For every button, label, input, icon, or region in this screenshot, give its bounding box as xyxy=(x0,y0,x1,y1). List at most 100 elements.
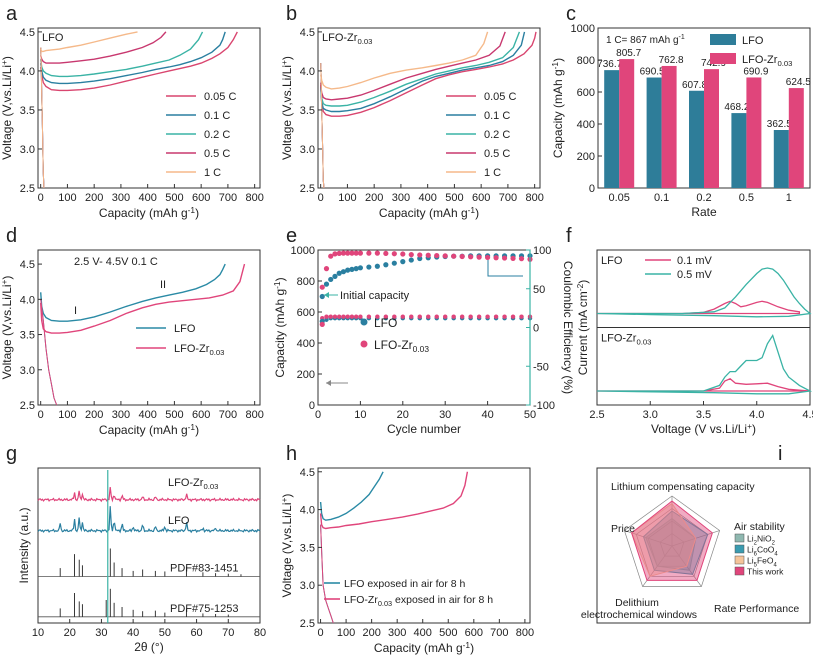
label-part: LFO-Zr xyxy=(344,594,378,606)
x-tick-label: 20 xyxy=(64,627,76,639)
legend-label: 0.5 mV xyxy=(677,269,713,281)
x-tick-label: 10 xyxy=(354,409,366,421)
plot-frame xyxy=(317,249,531,406)
series-line-0.5-C xyxy=(40,31,167,64)
ce-point xyxy=(324,314,329,319)
panel-label-d: d xyxy=(6,225,17,247)
xrd-trace xyxy=(37,487,261,503)
panel-annotation: 2.5 V- 4.5V 0.1 C xyxy=(74,256,158,268)
capacity-point xyxy=(417,252,423,258)
label-part: Capacity (mAh g xyxy=(374,641,463,655)
bar-LFO-Zr-0.2 xyxy=(704,69,719,188)
x-tick-label: 300 xyxy=(392,192,410,204)
legend-swatch xyxy=(734,566,745,576)
capacity-point xyxy=(353,250,359,256)
ce-point xyxy=(417,314,422,319)
series-line-0.5-C xyxy=(320,31,506,101)
x-tick-label: 50 xyxy=(524,409,536,421)
series-line-LFO-Zr xyxy=(40,263,246,334)
label-part: LFO-Zr xyxy=(601,333,637,345)
ce-point xyxy=(349,314,355,319)
bar-LFO-Zr-1 xyxy=(788,88,804,188)
radar-axis-label: Delithium xyxy=(615,597,659,609)
chart-panel-i: Lithium compensating capacity Air stabili… xyxy=(581,467,811,624)
x-tick-label: 300 xyxy=(112,192,130,204)
label-part: + xyxy=(0,60,9,65)
legend-swatch xyxy=(734,555,745,565)
ce-point xyxy=(341,314,346,319)
capacity-point xyxy=(345,250,351,256)
y-tick-label: 0 xyxy=(589,183,595,195)
panel-annotation: LFO xyxy=(42,32,64,44)
bar-value-label: 624.5 xyxy=(786,77,811,88)
bar-value-label: 762.8 xyxy=(659,55,684,66)
label-part: LFO xyxy=(742,35,764,47)
trace-label: LFO xyxy=(168,515,190,527)
label-part: ) xyxy=(195,423,199,437)
capacity-point xyxy=(501,255,508,261)
ce-point xyxy=(400,314,405,319)
ce-point xyxy=(353,314,359,319)
label-part: Capacity (mAh g xyxy=(273,289,287,378)
x-tick-label: 600 xyxy=(192,409,210,421)
capacity-point xyxy=(468,254,474,260)
radar-axis-label: Lithium compensating capacity xyxy=(611,481,755,493)
capacity-point xyxy=(349,266,355,272)
x-tick-label: 600 xyxy=(192,192,210,204)
label-part: 2 xyxy=(772,541,775,547)
x-tick-label: 0 xyxy=(318,192,324,204)
x-tick-label: 0 xyxy=(315,409,321,421)
legend-swatch xyxy=(734,533,745,543)
capacity-point xyxy=(340,250,347,256)
x-tick-label: 800 xyxy=(245,192,263,204)
x-tick-label: 30 xyxy=(439,409,451,421)
panel-annotation: LFO-Zr0.03 xyxy=(322,32,372,46)
label-part: 0.03 xyxy=(209,348,224,357)
radar-series xyxy=(631,500,713,581)
region-label: II xyxy=(160,279,166,291)
label-part: 0.03 xyxy=(203,482,218,491)
y-axis-label: Voltage (V,vs.Li/Li+) xyxy=(0,56,14,160)
bar-LFO-1 xyxy=(773,130,789,188)
capacity-point xyxy=(434,252,440,259)
y-axis-label: Intensity (a.u.) xyxy=(17,507,31,583)
radar-ring xyxy=(623,495,721,587)
x-tick-label: 400 xyxy=(138,409,156,421)
y-tick-label: 3.0 xyxy=(20,365,35,377)
x-tick-label: 0 xyxy=(317,627,323,639)
y-tick-label: 3.0 xyxy=(20,144,35,156)
plot-frame xyxy=(596,467,811,624)
y-tick-label: 3.5 xyxy=(20,330,35,342)
label-part: 0.03 xyxy=(777,59,792,68)
ce-point xyxy=(366,314,372,319)
ce-point xyxy=(409,314,414,319)
label-part: 0.03 xyxy=(378,599,392,608)
x-tick-label: 700 xyxy=(490,627,508,639)
x-tick-label: 4.5 xyxy=(802,409,813,421)
label-part: LFO-Zr xyxy=(168,477,204,489)
series-line-LFO-exposed-in-air-for-8-h xyxy=(319,471,384,521)
label-part: ) xyxy=(0,276,14,280)
bar-LFO-0.5 xyxy=(731,113,747,188)
label-part: Voltage (V vs.Li/Li xyxy=(651,422,747,436)
x-tick-label: 3.5 xyxy=(696,409,711,421)
y-tick-label: 2.5 xyxy=(20,183,35,195)
cv-curve xyxy=(597,300,801,315)
label-part: 1 C= 867 mAh g xyxy=(606,35,679,46)
ce-point xyxy=(328,314,333,319)
x-axis-label: Capacity (mAh g-1) xyxy=(99,205,199,220)
capacity-point xyxy=(383,250,389,257)
x-tick-label: 600 xyxy=(465,627,483,639)
y-right-axis-label: Coulombic Efficiency (%) xyxy=(561,261,575,394)
ce-point xyxy=(493,314,499,319)
capacity-point xyxy=(374,263,380,269)
x-tick-label: 100 xyxy=(58,192,76,204)
panel-label-i: i xyxy=(778,443,782,465)
x-tick-label: 3.0 xyxy=(643,409,658,421)
panel-label-b: b xyxy=(286,3,297,25)
label-part: -1 xyxy=(550,62,560,70)
bar-value-label: 468.2 xyxy=(724,102,749,113)
capacity-point xyxy=(319,284,325,290)
y-tick-label: 800 xyxy=(297,276,315,288)
series-line-0.2-C xyxy=(40,31,204,78)
